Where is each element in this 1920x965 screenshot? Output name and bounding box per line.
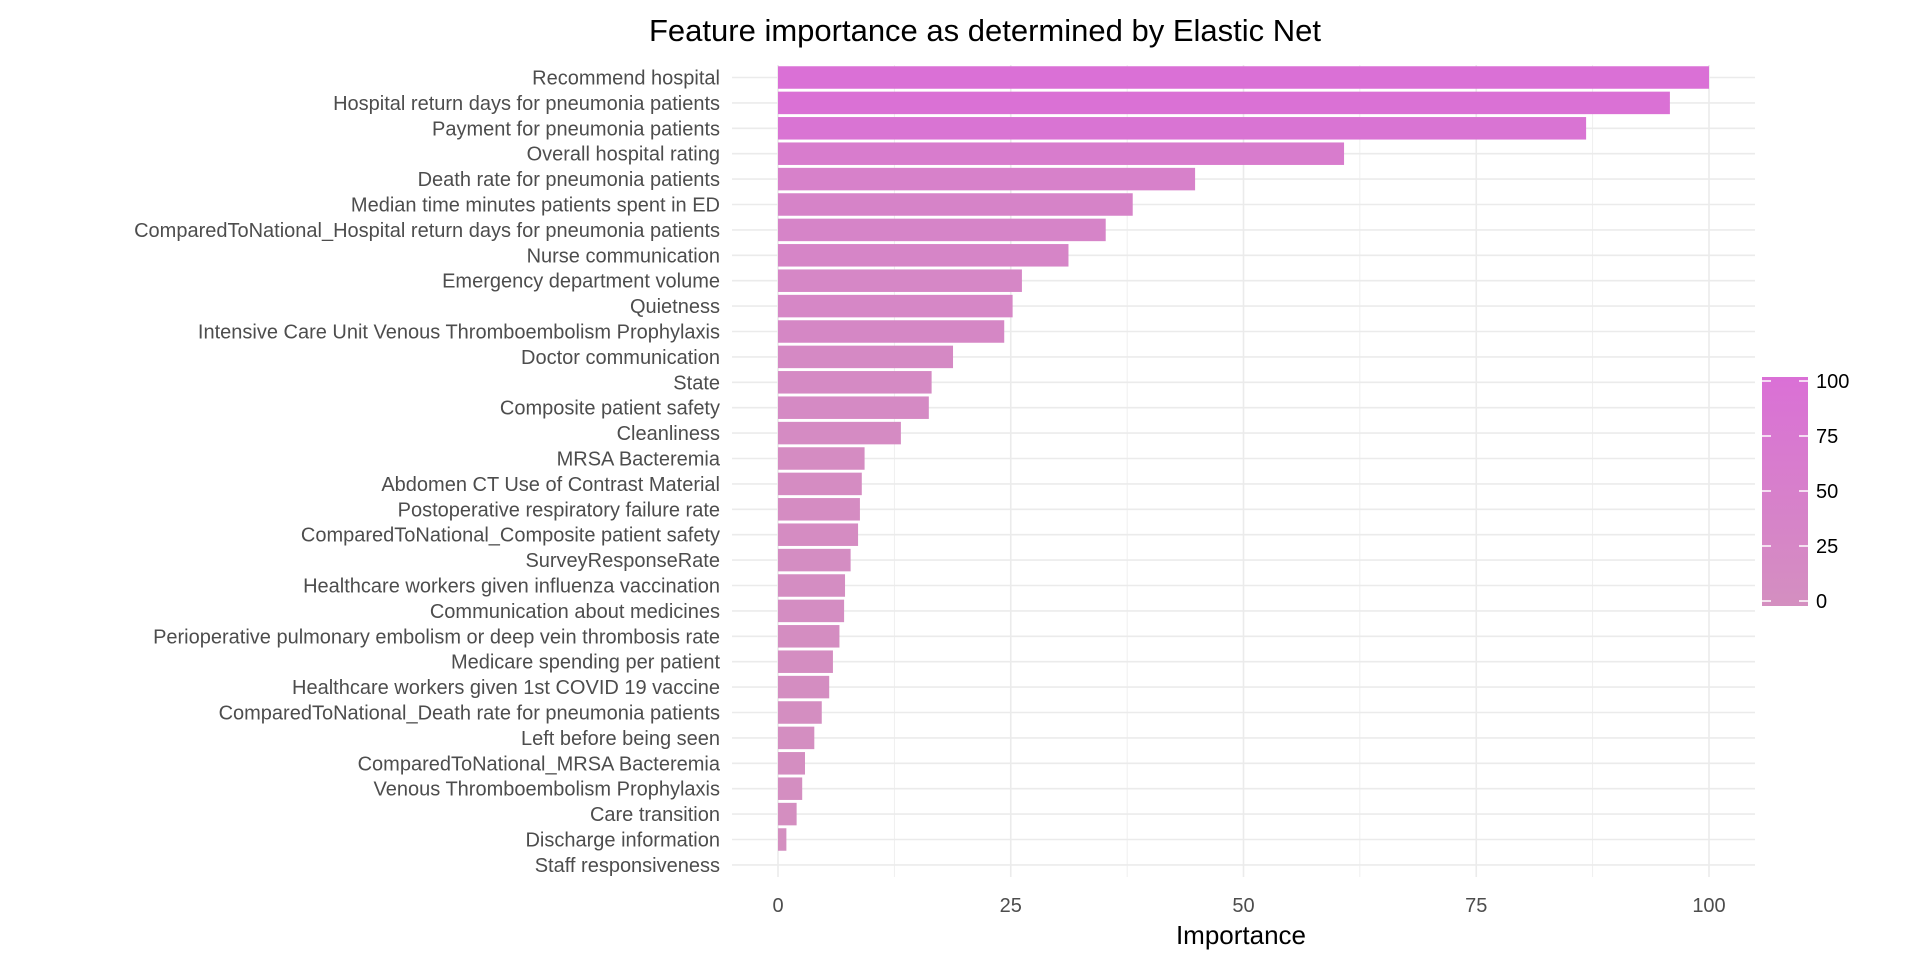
- y-tick-label: Medicare spending per patient: [451, 652, 721, 674]
- y-tick-label: Left before being seen: [521, 728, 720, 750]
- y-tick-label: Payment for pneumonia patients: [432, 118, 720, 140]
- bar-layer: [778, 66, 1709, 851]
- bar: [778, 142, 1345, 165]
- y-tick-label: Communication about medicines: [430, 601, 720, 623]
- bar: [778, 650, 833, 673]
- legend-tick-label: 0: [1816, 591, 1827, 613]
- bar: [778, 625, 840, 648]
- bar: [778, 675, 830, 699]
- y-tick-label: ComparedToNational_Hospital return days …: [134, 220, 720, 242]
- bar: [778, 396, 929, 419]
- y-tick-label: Abdomen CT Use of Contrast Material: [381, 474, 720, 496]
- y-tick-label: Cleanliness: [617, 423, 720, 445]
- chart-title: Feature importance as determined by Elas…: [649, 13, 1321, 48]
- x-tick-label: 75: [1465, 895, 1487, 917]
- legend-tick-label: 25: [1816, 536, 1838, 558]
- y-tick-label: ComparedToNational_Composite patient saf…: [301, 525, 720, 547]
- bar: [778, 193, 1133, 216]
- y-tick-label: State: [673, 372, 720, 394]
- y-tick-label: Recommend hospital: [532, 68, 720, 90]
- y-tick-label: SurveyResponseRate: [525, 550, 720, 572]
- bar: [778, 802, 797, 826]
- x-tick-label: 0: [772, 895, 783, 917]
- bar: [778, 269, 1022, 292]
- y-tick-label: Care transition: [590, 804, 720, 826]
- bar: [778, 701, 822, 724]
- bar: [778, 726, 815, 750]
- legend-tick-label: 100: [1816, 371, 1849, 393]
- bar: [778, 777, 803, 800]
- legend-tick-label: 50: [1816, 481, 1838, 503]
- y-tick-label: Staff responsiveness: [535, 855, 720, 877]
- y-tick-label: Emergency department volume: [442, 271, 720, 293]
- y-tick-label: Median time minutes patients spent in ED: [351, 195, 720, 217]
- y-tick-label: Discharge information: [525, 830, 720, 852]
- y-tick-label: Quietness: [630, 296, 720, 318]
- x-tick-label: 50: [1232, 895, 1254, 917]
- y-tick-label: Venous Thromboembolism Prophylaxis: [374, 779, 720, 801]
- bar: [778, 320, 1005, 343]
- y-tick-label: Nurse communication: [527, 245, 720, 267]
- y-axis-labels: Recommend hospital Hospital return days f…: [134, 68, 721, 877]
- y-tick-label: Postoperative respiratory failure rate: [398, 499, 720, 521]
- legend-ticks: 0 25 50 75 100: [1762, 371, 1849, 613]
- y-tick-label: Composite patient safety: [500, 398, 720, 420]
- color-legend: 0 25 50 75 100: [1762, 371, 1849, 613]
- bar: [778, 472, 862, 496]
- y-tick-label: MRSA Bacteremia: [557, 449, 721, 471]
- y-tick-label: Overall hospital rating: [527, 144, 720, 166]
- bar: [778, 117, 1587, 140]
- y-tick-label: Healthcare workers given influenza vacci…: [303, 576, 720, 598]
- bar: [778, 345, 954, 369]
- bar: [778, 498, 860, 521]
- x-tick-label: 25: [1000, 895, 1022, 917]
- bar: [778, 447, 865, 470]
- bar: [778, 218, 1106, 242]
- bar: [778, 574, 846, 597]
- x-axis-title: Importance: [1176, 920, 1306, 950]
- bar: [778, 752, 805, 775]
- x-axis-ticks: 0 25 50 75 100: [772, 895, 1725, 917]
- bar: [778, 523, 859, 546]
- y-tick-label: Perioperative pulmonary embolism or deep…: [153, 626, 720, 648]
- y-tick-label: ComparedToNational_MRSA Bacteremia: [358, 753, 721, 775]
- bar: [778, 167, 1196, 191]
- bar: [778, 828, 787, 851]
- y-tick-label: Death rate for pneumonia patients: [418, 169, 720, 191]
- bar: [778, 421, 901, 445]
- bar: [778, 294, 1013, 318]
- bar: [778, 599, 845, 623]
- y-tick-label: ComparedToNational_Death rate for pneumo…: [219, 703, 720, 725]
- bar: [778, 371, 932, 394]
- y-tick-label: Hospital return days for pneumonia patie…: [333, 93, 720, 115]
- y-tick-label: Intensive Care Unit Venous Thromboemboli…: [198, 322, 720, 344]
- bar: [778, 91, 1670, 115]
- x-tick-label: 100: [1692, 895, 1725, 917]
- legend-tick-label: 75: [1816, 426, 1838, 448]
- y-tick-label: Doctor communication: [521, 347, 720, 369]
- bar: [778, 548, 851, 572]
- y-tick-label: Healthcare workers given 1st COVID 19 va…: [292, 677, 720, 699]
- bar: [778, 244, 1069, 267]
- bar: [778, 66, 1709, 89]
